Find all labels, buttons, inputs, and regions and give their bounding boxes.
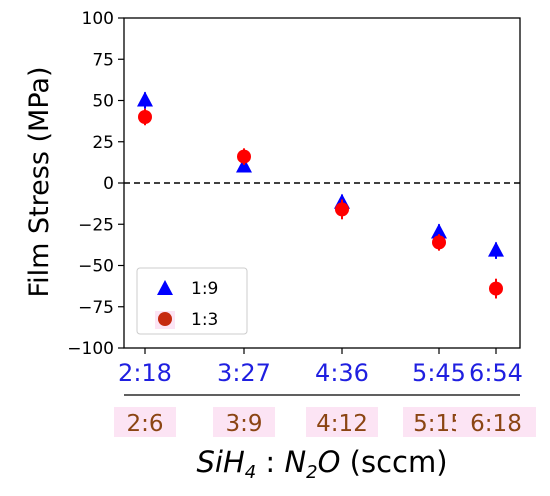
- x-tick-label-secondary: 6:18: [470, 411, 522, 437]
- y-tick-label: 25: [92, 133, 114, 153]
- x-axis-label: SiH4 : N2O (sccm): [196, 445, 447, 483]
- x-tick-label-primary: 5:45: [412, 359, 466, 387]
- y-tick-label: −25: [78, 215, 114, 235]
- y-axis-label: Film Stress (MPa): [24, 67, 55, 298]
- data-point-triangle: [137, 91, 153, 107]
- y-tick-label: 100: [82, 9, 114, 29]
- x-tick-label-secondary-bg: [306, 407, 378, 437]
- legend-label-2: 1:3: [191, 310, 218, 330]
- y-tick-label: 75: [92, 50, 114, 70]
- data-point-circle: [432, 235, 446, 250]
- data-point-triangle: [488, 241, 504, 257]
- x-tick-label-secondary: 4:12: [316, 411, 368, 437]
- y-tick-label: 50: [92, 92, 114, 112]
- data-point-circle: [138, 110, 152, 124]
- x-tick-label-primary: 6:54: [469, 359, 523, 387]
- y-tick-label: −75: [78, 298, 114, 318]
- data-point-circle: [335, 202, 349, 217]
- x-tick-label-secondary: 3:9: [225, 411, 262, 437]
- x-tick-label-primary: 3:27: [217, 359, 271, 387]
- legend-label-1: 1:9: [191, 279, 218, 299]
- x-tick-label-secondary: 2:6: [126, 411, 163, 437]
- data-point-triangle: [236, 157, 252, 173]
- x-tick-label-primary: 2:18: [118, 359, 172, 387]
- y-tick-label: 0: [103, 174, 114, 194]
- data-point-circle: [237, 149, 251, 164]
- x-tick-label-primary: 4:36: [315, 359, 369, 387]
- legend-triangle-icon: [157, 280, 173, 295]
- data-point-triangle: [431, 223, 447, 239]
- y-tick-label: −50: [78, 257, 114, 277]
- legend-circle-icon: [158, 312, 172, 326]
- x-tick-label-secondary-bg: [114, 407, 176, 437]
- y-tick-label: −100: [67, 339, 114, 359]
- data-point-circle: [489, 281, 503, 296]
- x-tick-label-secondary-bg: [213, 407, 275, 437]
- x-tick-label-secondary-bg: [456, 407, 536, 437]
